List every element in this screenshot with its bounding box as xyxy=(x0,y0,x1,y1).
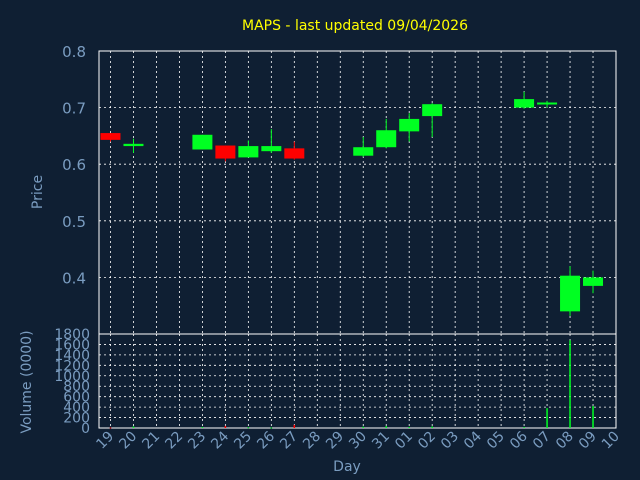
volume-bar xyxy=(569,340,571,428)
volume-bar xyxy=(247,427,250,429)
candle-body xyxy=(353,147,374,156)
x-axis-label: Day xyxy=(333,459,361,475)
volume-tick-label: 1200 xyxy=(54,358,90,374)
volume-axis-label: Volume (0000) xyxy=(19,330,35,433)
price-tick-label: 0.5 xyxy=(62,213,86,231)
volume-bar xyxy=(270,427,273,429)
volume-bar xyxy=(523,426,525,428)
volume-bar xyxy=(592,406,594,428)
volume-tick-label: 600 xyxy=(63,390,90,406)
volume-bar xyxy=(385,426,387,428)
candle-body xyxy=(422,104,443,117)
x-axis-ticks: 19 20 21 22 23 24 25 26 27 28 29 30 31 01 02 03 04 05 06 07… xyxy=(93,428,622,452)
candle-body xyxy=(583,277,604,286)
volume-tick-label: 1400 xyxy=(54,348,90,364)
candle-body xyxy=(123,143,144,147)
candle-body xyxy=(215,145,236,159)
price-tick-label: 0.8 xyxy=(62,43,86,61)
volume-bar xyxy=(132,426,135,428)
candle-body xyxy=(376,130,397,148)
volume-tick-label: 400 xyxy=(63,400,90,416)
chart-title: MAPS - last updated 09/04/2026 xyxy=(242,18,468,34)
candle-body xyxy=(399,118,420,132)
price-tick-label: 0.6 xyxy=(62,156,86,174)
candle-body xyxy=(238,146,259,158)
price-tick-label: 0.4 xyxy=(62,269,86,287)
volume-bar xyxy=(431,426,433,428)
volume-tick-label: 1600 xyxy=(54,337,90,353)
volume-tick-label: 0 xyxy=(81,421,90,437)
volume-panel-frame xyxy=(98,333,617,429)
candle-body xyxy=(537,102,558,105)
price-axis-label: Price xyxy=(30,175,46,209)
volume-bar xyxy=(201,426,204,428)
volume-tick-label: 1000 xyxy=(54,369,90,385)
candle-body xyxy=(560,275,581,312)
candle-body xyxy=(284,148,305,159)
price-panel: 0.4 0.5 0.6 0.7 0.8 xyxy=(62,43,617,335)
volume-bar xyxy=(362,426,364,428)
volume-tick-label: 1800 xyxy=(54,327,90,343)
price-tick-label: 0.7 xyxy=(62,100,86,118)
volume-tick-label: 200 xyxy=(63,411,90,427)
candle-body xyxy=(100,133,121,140)
volume-bar xyxy=(224,425,227,428)
candle-body xyxy=(261,146,282,152)
volume-bar xyxy=(408,426,410,428)
candle-body xyxy=(192,134,213,150)
volume-bar xyxy=(293,424,296,428)
volume-tick-label: 800 xyxy=(63,379,90,395)
volume-bar xyxy=(109,427,112,429)
volume-bar xyxy=(546,408,548,428)
candle-body xyxy=(514,99,535,108)
